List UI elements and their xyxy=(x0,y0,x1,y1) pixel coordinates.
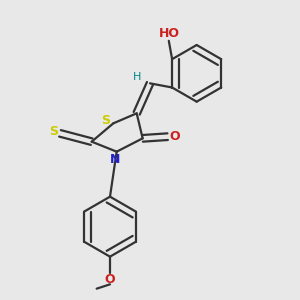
Text: S: S xyxy=(101,114,110,127)
Text: S: S xyxy=(49,125,58,138)
Text: HO: HO xyxy=(159,27,180,40)
Text: N: N xyxy=(110,154,120,166)
Text: H: H xyxy=(133,72,142,82)
Text: O: O xyxy=(105,273,115,286)
Text: O: O xyxy=(170,130,180,143)
